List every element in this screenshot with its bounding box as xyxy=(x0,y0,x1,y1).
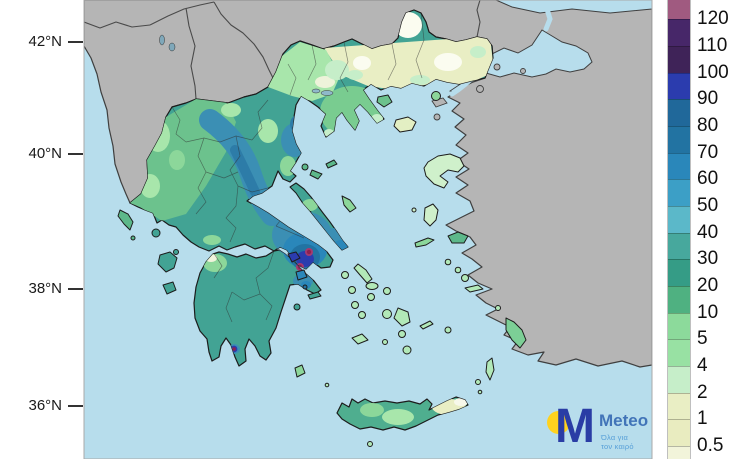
astypalaia-island xyxy=(444,326,452,334)
lake-koronia xyxy=(311,88,321,94)
patmos-island xyxy=(444,258,452,266)
hydra-island xyxy=(307,291,322,300)
syros-island xyxy=(367,293,375,301)
corfu-island xyxy=(117,209,134,231)
andros-island xyxy=(353,263,373,284)
meteo-m-icon: M xyxy=(555,400,595,453)
gavdos-island xyxy=(367,441,373,447)
ikaria-island xyxy=(414,237,435,248)
lake-ohrid xyxy=(159,34,165,46)
lat-tick-mark xyxy=(68,153,83,155)
lat-tick-label: 36°N xyxy=(28,397,62,414)
kalymnos-island xyxy=(461,274,469,282)
kefalonia-island xyxy=(157,251,178,273)
logo-tagline-line2: τον καιρό xyxy=(601,442,634,451)
karpathos-island xyxy=(485,357,495,381)
naxos-island xyxy=(393,307,411,327)
meteo-logo: M Meteo Όλα για τον καιρό xyxy=(541,400,653,458)
milos-island xyxy=(351,333,369,345)
islet xyxy=(477,389,483,395)
spetses-island xyxy=(293,303,301,311)
santorini-island xyxy=(402,345,412,355)
sporades-skopelos xyxy=(309,169,323,180)
paxi-island xyxy=(130,235,136,241)
leros-island xyxy=(454,266,462,274)
samothrace-island xyxy=(431,91,441,101)
amorgos-island xyxy=(419,320,434,330)
folegandros-island xyxy=(382,339,388,345)
kos-island xyxy=(464,284,484,293)
lat-tick-mark xyxy=(68,405,83,407)
logo-brand-text: Meteo xyxy=(599,411,649,430)
psara-island xyxy=(411,207,417,213)
ios-island xyxy=(398,330,406,338)
sporades-alonnisos xyxy=(325,159,338,169)
kasos-island xyxy=(475,379,481,385)
lat-tick-mark xyxy=(68,41,83,43)
sun-icon xyxy=(547,411,570,434)
foreign-country-borders xyxy=(84,0,481,100)
zakynthos-island xyxy=(162,281,177,295)
aegina-island xyxy=(295,269,308,281)
lesbos-island xyxy=(423,153,465,189)
lefkada-island xyxy=(151,228,161,238)
latitude-axis: 42°N 40°N 38°N 36°N xyxy=(0,0,84,459)
skyros-island xyxy=(341,195,357,213)
poros-island xyxy=(302,284,308,290)
greek-islands xyxy=(117,91,527,447)
ithaca-island xyxy=(173,249,179,255)
paros-island xyxy=(382,309,392,319)
symi-island xyxy=(495,305,501,311)
map-frame xyxy=(83,0,653,459)
lakes xyxy=(159,34,334,96)
lake-volvi xyxy=(320,90,334,96)
kea-island xyxy=(341,271,349,279)
tinos-island xyxy=(365,282,379,290)
mykonos-island xyxy=(383,287,391,295)
chios-island xyxy=(423,203,439,227)
samos-island xyxy=(447,231,469,244)
rhodes-island xyxy=(505,317,527,349)
lat-tick-mark xyxy=(68,288,83,290)
kythnos-island xyxy=(348,286,356,294)
sifnos-island xyxy=(358,311,366,319)
thasos-island xyxy=(376,94,393,108)
kythira-island xyxy=(294,364,306,378)
salamis-island xyxy=(287,251,301,263)
sporades-skiathos xyxy=(301,163,309,171)
lake-prespa xyxy=(168,42,176,52)
logo-tagline-line1: Όλα για xyxy=(601,433,629,442)
lat-tick-label: 38°N xyxy=(28,280,62,297)
lat-tick-label: 40°N xyxy=(28,145,62,162)
lat-tick-label: 42°N xyxy=(28,33,62,50)
serifos-island xyxy=(351,301,359,309)
islet xyxy=(324,382,330,388)
limnos-island xyxy=(393,116,417,133)
